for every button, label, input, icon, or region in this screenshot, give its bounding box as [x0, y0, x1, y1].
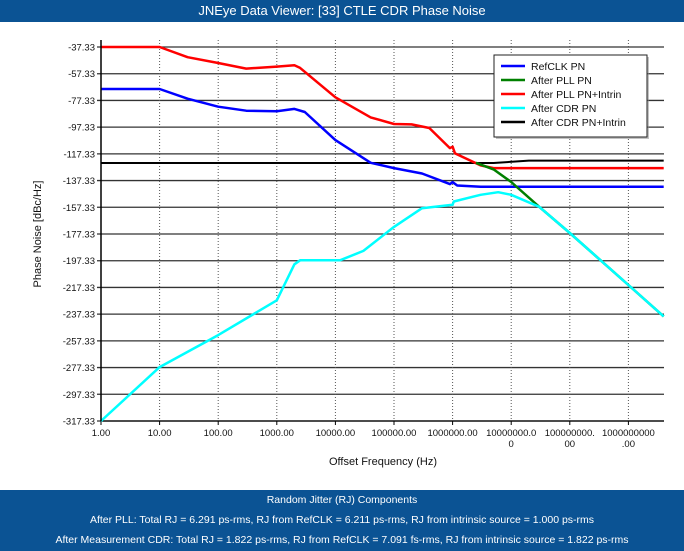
legend-entry: RefCLK PN [531, 61, 585, 73]
phase-noise-chart: -37.33 -57.33 -77.33 -97.33 -117.33 -137.33 -1… [32, 40, 665, 468]
window-title: JNEye Data Viewer: [33] CTLE CDR Phase N… [0, 0, 684, 22]
rj-after-pll: After PLL: Total RJ = 6.291 ps-rms, RJ f… [89, 514, 595, 526]
y-tick-labels: -37.33 -57.33 -77.33 -97.33 -117.33 -137.33 -1… [63, 43, 95, 428]
x-tick-label: 100.00 [204, 428, 233, 439]
series-line-after-cdr-pn-intrin [101, 159, 664, 164]
rj-components-panel: Random Jitter (RJ) Components After PLL:… [0, 490, 684, 551]
y-tick-label: -297.33 [63, 390, 95, 401]
y-tick-label: -117.33 [63, 149, 95, 160]
rj-heading: Random Jitter (RJ) Components [266, 494, 418, 506]
y-tick-label: -317.33 [63, 417, 95, 428]
legend-entry: After CDR PN [531, 103, 596, 115]
x-tick-label: 10000.00 [316, 428, 356, 439]
x-tick-label: 100000.00 [372, 428, 417, 439]
legend-entry: After PLL PN [531, 75, 592, 87]
legend-entry: After CDR PN+Intrin [531, 117, 626, 129]
x-tick-label: 10000000.0 0 [486, 428, 536, 450]
y-tick-label: -177.33 [63, 230, 95, 241]
x-tick-label: 100000000. 00 [545, 428, 595, 450]
rj-after-cdr: After Measurement CDR: Total RJ = 1.822 … [55, 534, 629, 546]
x-tick-label: 1000000000.00 [602, 428, 655, 450]
y-tick-label: -137.33 [63, 176, 95, 187]
y-tick-label: -237.33 [63, 310, 95, 321]
series-line-after-cdr-pn [100, 190, 665, 422]
series-line-after-pll-pn-intrin [101, 45, 664, 170]
y-tick-label: -97.33 [68, 123, 95, 134]
series-lines [100, 45, 665, 422]
y-tick-label: -197.33 [63, 256, 95, 267]
legend-entry: After PLL PN+Intrin [531, 89, 622, 101]
x-tick-label: 1000000.00 [427, 428, 477, 439]
y-tick-label: -257.33 [63, 336, 95, 347]
x-tick-labels: 1.00 10.00 100.00 1000.00 10000.00 100000.00 1… [92, 428, 655, 450]
y-tick-label: -77.33 [68, 96, 95, 107]
y-tick-label: -157.33 [63, 203, 95, 214]
x-tick-label: 10.00 [148, 428, 172, 439]
y-tick-label: -217.33 [63, 283, 95, 294]
x-tick-label: 1000.00 [260, 428, 294, 439]
x-axis-label: Offset Frequency (Hz) [329, 456, 437, 468]
legend: RefCLK PN After PLL PN After PLL PN+Intrin… [493, 54, 649, 139]
y-tick-label: -57.33 [68, 69, 95, 80]
y-tick-label: -37.33 [68, 43, 95, 54]
series-line-refclk-pn [101, 87, 664, 189]
y-tick-label: -277.33 [63, 363, 95, 374]
y-axis-label: Phase Noise [dBc/Hz] [32, 181, 44, 288]
x-tick-label: 1.00 [92, 428, 111, 439]
